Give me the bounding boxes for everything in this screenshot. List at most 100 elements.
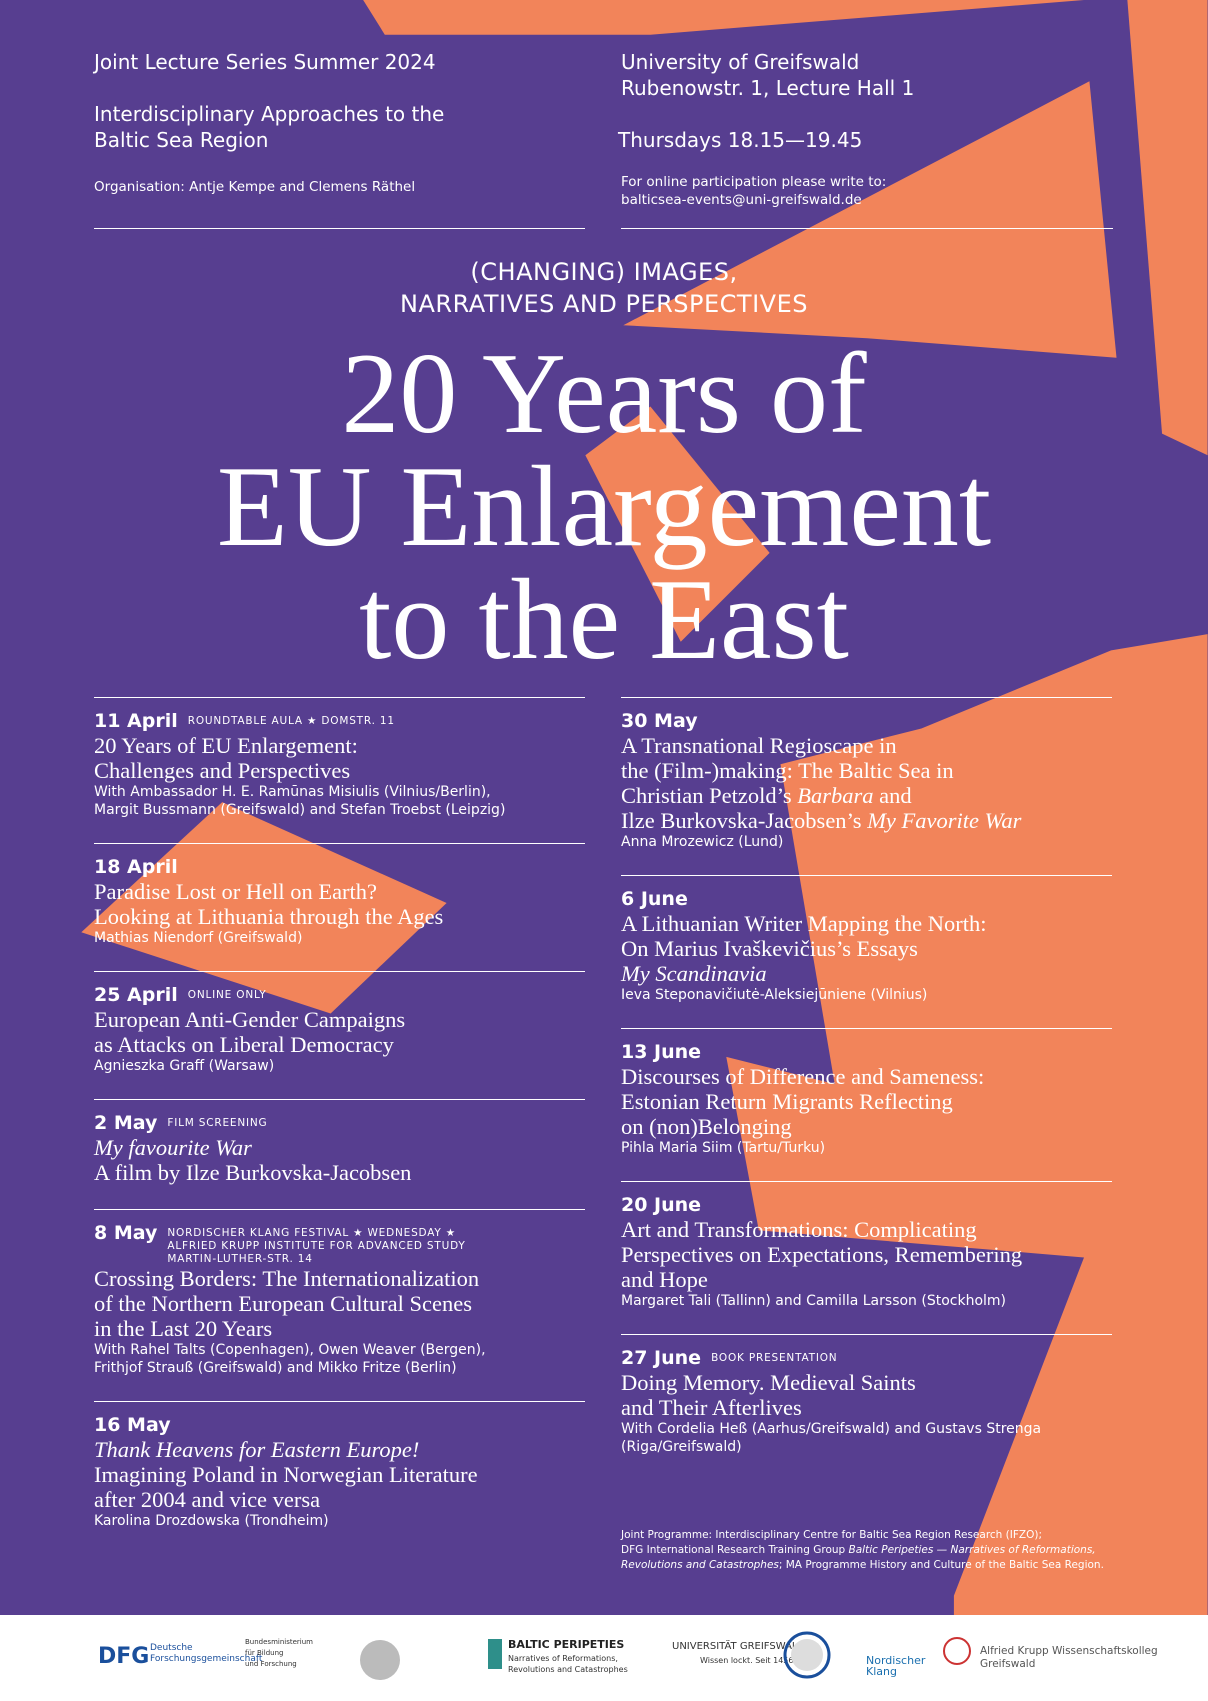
logo-klang: Nordischer Klang (866, 1655, 925, 1677)
text-line: in the Last 20 Years (94, 1316, 585, 1341)
text-segment: A Lithuanian Writer Mapping the North: (621, 911, 987, 936)
text-line: after 2004 and vice versa (94, 1487, 585, 1512)
text-segment: and Their Afterlives (621, 1395, 802, 1420)
text-line: ONLINE ONLY (187, 989, 267, 1001)
event-date: 13 June (621, 1041, 702, 1063)
event-people: (Riga/Greifswald) (621, 1439, 742, 1455)
event-date: 16 May (94, 1414, 171, 1436)
event: 16 May Thank Heavens for Eastern Europe! I… (94, 1401, 585, 1554)
event-people: With Rahel Talts (Copenhagen), Owen Weav… (94, 1342, 486, 1358)
background-shapes (81, 0, 1208, 1615)
event-people: Margit Bussmann (Greifswald) and Stefan … (94, 802, 506, 818)
text-line: Revolutions and Catastrophes; MA Program… (621, 1558, 1104, 1573)
event-people: Ieva Steponavičiutė-Aleksiejūniene (Viln… (621, 987, 928, 1003)
text-line: A Transnational Regioscape in (621, 733, 1112, 758)
logo-mark (488, 1639, 502, 1669)
shape (585, 406, 770, 642)
online: For online participation please write to… (621, 173, 886, 209)
text-line: and Hope (621, 1267, 1112, 1292)
text-segment: On Marius Ivaškevičius’s Essays (621, 936, 918, 961)
venue: University of Greifswald Rubenowstr. 1, L… (621, 49, 914, 101)
event: 18 April Paradise Lost or Hell on Earth? L… (94, 843, 585, 971)
subtitle: (CHANGING) IMAGES, NARRATIVES AND PERSPEC… (0, 256, 1208, 320)
event-people: With Ambassador H. E. Ramūnas Misiulis (… (94, 784, 491, 800)
text-line: On Marius Ivaškevičius’s Essays (621, 936, 1112, 961)
event: 25 April ONLINE ONLY European Anti-Gender … (94, 971, 585, 1099)
text-segment: My Scandinavia (621, 961, 767, 986)
event-header: 16 May (94, 1413, 585, 1437)
text-line: Discourses of Difference and Sameness: (621, 1064, 1112, 1089)
logo-emblem (360, 1640, 400, 1680)
event: 27 June BOOK PRESENTATION Doing Memory. Me… (621, 1334, 1112, 1480)
text-line: BOOK PRESENTATION (711, 1352, 838, 1364)
event-date: 6 June (621, 888, 688, 910)
event-people: Agnieszka Graff (Warsaw) (94, 1058, 275, 1074)
text-segment: Christian Petzold’s (621, 783, 798, 808)
event-people: Anna Mrozewicz (Lund) (621, 834, 784, 850)
text-line: Looking at Lithuania through the Ages (94, 904, 585, 929)
text-line: My Scandinavia (621, 961, 1112, 986)
text-line: Forschungsgemeinschaft (150, 1654, 263, 1664)
event-date: 25 April (94, 984, 178, 1006)
rule (94, 228, 585, 229)
text-segment: Challenges and Perspectives (94, 758, 351, 783)
event-people: With Cordelia Heß (Aarhus/Greifswald) an… (621, 1421, 1042, 1437)
text-line: für Bildung (245, 1649, 284, 1657)
text-segment: Estonian Return Migrants Reflecting (621, 1089, 953, 1114)
event-date: 30 May (621, 710, 698, 732)
event: 13 June Discourses of Difference and Same… (621, 1028, 1112, 1181)
event-header: 27 June BOOK PRESENTATION (621, 1346, 1112, 1370)
text-segment: Joint Programme: Interdisciplinary Centr… (621, 1529, 1042, 1541)
shape (81, 802, 447, 1014)
text-line: Narratives of Reformations, (508, 1654, 618, 1663)
shape (726, 634, 1208, 1615)
text-line: Interdisciplinary Approaches to the (94, 102, 445, 126)
events-left: 11 April ROUNDTABLE AULA ★ DOMSTR. 11 20 Y… (94, 697, 585, 1554)
event: 30 May A Transnational Regioscape in the (… (621, 697, 1112, 875)
text-line: Thank Heavens for Eastern Europe! (94, 1437, 585, 1462)
text-line: balticsea-events@uni-greifswald.de (621, 192, 862, 208)
event: 20 June Art and Transformations: Complica… (621, 1181, 1112, 1334)
text-segment: Revolutions and Catastrophes (621, 1559, 779, 1571)
text-segment: Barbara (797, 783, 874, 808)
text-line: Perspectives on Expectations, Rememberin… (621, 1242, 1112, 1267)
event: 8 May NORDISCHER KLANG FESTIVAL ★ WEDNESD… (94, 1209, 585, 1401)
text-line: A Lithuanian Writer Mapping the North: (621, 911, 1112, 936)
text-line: NARRATIVES AND PERSPECTIVES (400, 290, 808, 318)
text-segment: in the Last 20 Years (94, 1316, 273, 1341)
text-segment: Doing Memory. Medieval Saints (621, 1370, 916, 1395)
text-segment: Ilze Burkovska-Jacobsen’s (621, 808, 868, 833)
text-segment: of the Northern European Cultural Scenes (94, 1291, 473, 1316)
logo-bar: DFG Deutsche Forschungsgemeinschaft Bunde… (0, 1615, 1208, 1701)
text-segment: Discourses of Difference and Sameness: (621, 1064, 985, 1089)
text-segment: Thank Heavens for Eastern Europe! (94, 1437, 420, 1462)
event-date: 18 April (94, 856, 178, 878)
time: Thursdays 18.15—19.45 (618, 128, 863, 152)
text-segment: after 2004 and vice versa (94, 1487, 321, 1512)
text-segment: 20 Years of EU Enlargement: (94, 733, 358, 758)
text-segment: Crossing Borders: The Internationalizati… (94, 1266, 480, 1291)
text-line: of the Northern European Cultural Scenes (94, 1291, 585, 1316)
shape (363, 0, 1084, 35)
text-line: Doing Memory. Medieval Saints (621, 1370, 1112, 1395)
event-people: Karolina Drozdowska (Trondheim) (94, 1513, 329, 1529)
text-line: and Their Afterlives (621, 1395, 1112, 1420)
event-tag: BOOK PRESENTATION (711, 1346, 837, 1365)
title-line: to the East (359, 556, 849, 684)
text-segment: Paradise Lost or Hell on Earth? (94, 879, 378, 904)
text-line: Rubenowstr. 1, Lecture Hall 1 (621, 76, 915, 100)
text-line: MARTIN-LUTHER-STR. 14 (167, 1253, 313, 1265)
shape (623, 81, 1117, 358)
event-header: 18 April (94, 855, 585, 879)
event-header: 8 May NORDISCHER KLANG FESTIVAL ★ WEDNESD… (94, 1221, 585, 1266)
text-line: Imagining Poland in Norwegian Literature (94, 1462, 585, 1487)
text-segment: Perspectives on Expectations, Rememberin… (621, 1242, 1023, 1267)
event-header: 2 May FILM SCREENING (94, 1111, 585, 1135)
text-line: Deutsche (150, 1643, 193, 1653)
event-header: 20 June (621, 1193, 1112, 1217)
logo-text: Narratives of Reformations, Revolutions a… (508, 1653, 628, 1675)
event-people: Mathias Niendorf (Greifswald) (94, 930, 303, 946)
text-line: as Attacks on Liberal Democracy (94, 1032, 585, 1057)
event-header: 13 June (621, 1040, 1112, 1064)
